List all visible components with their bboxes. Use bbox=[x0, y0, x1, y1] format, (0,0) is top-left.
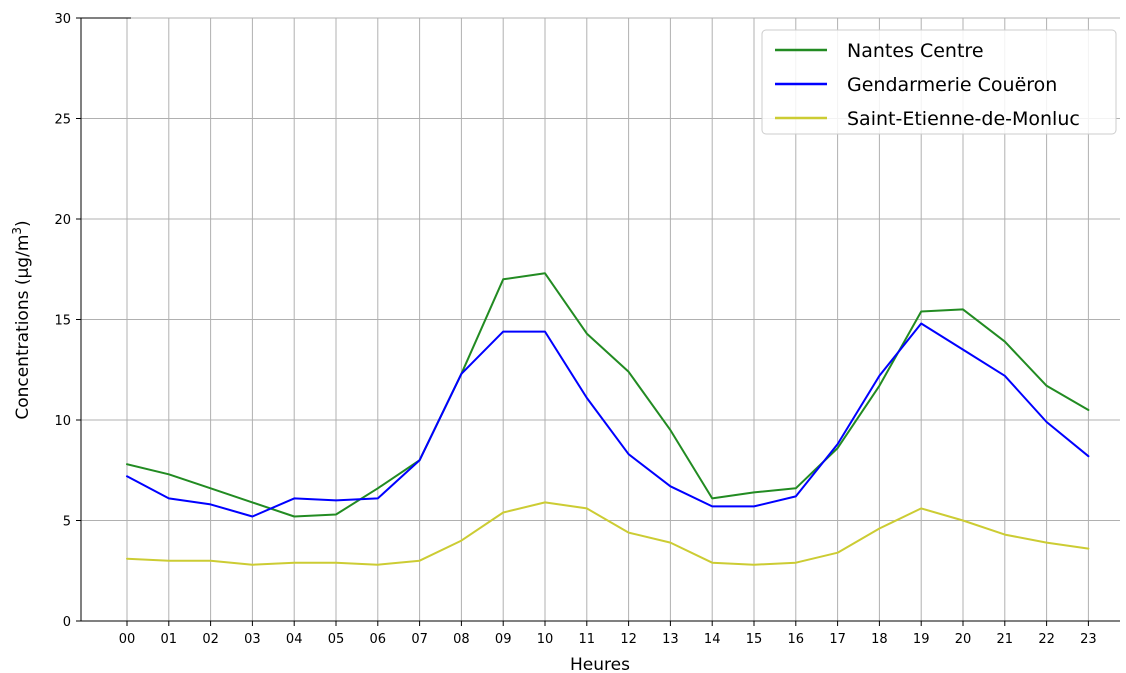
y-tick-label: 30 bbox=[54, 12, 71, 27]
x-ticks: 00 01 02 03 04 05 06 07 08 09 10 11 12 13 14 15 16 17 18 19… bbox=[119, 621, 1097, 647]
x-tick-label: 05 bbox=[328, 632, 345, 647]
y-axis-title-close: ) bbox=[13, 220, 33, 227]
y-axis-title: Concentrations (µg/m3) bbox=[10, 220, 33, 419]
x-tick-label: 08 bbox=[453, 632, 470, 647]
x-tick-label: 02 bbox=[202, 632, 219, 647]
x-tick-label: 12 bbox=[620, 632, 637, 647]
x-tick-label: 21 bbox=[997, 632, 1014, 647]
x-tick-label: 13 bbox=[662, 632, 679, 647]
x-tick-label: 20 bbox=[955, 632, 972, 647]
y-tick-label: 10 bbox=[54, 414, 71, 429]
legend-label-3: Saint-Etienne-de-Monluc bbox=[847, 108, 1080, 130]
y-axis-title-main: Concentrations (µg/m bbox=[13, 235, 33, 420]
x-tick-label: 01 bbox=[161, 632, 178, 647]
series-lines bbox=[126, 272, 1090, 566]
x-tick-label: 10 bbox=[537, 632, 554, 647]
x-tick-label: 23 bbox=[1080, 632, 1097, 647]
x-tick-label: 03 bbox=[244, 632, 261, 647]
legend-box bbox=[761, 29, 1117, 135]
series-line-2 bbox=[126, 322, 1090, 518]
x-tick-label: 16 bbox=[788, 632, 805, 647]
y-tick-label: 20 bbox=[54, 213, 71, 228]
x-tick-label: 22 bbox=[1038, 632, 1055, 647]
x-tick-label: 06 bbox=[370, 632, 387, 647]
x-tick-label: 17 bbox=[829, 632, 846, 647]
x-tick-label: 07 bbox=[411, 632, 428, 647]
x-tick-label: 00 bbox=[119, 632, 136, 647]
x-axis-title: Heures bbox=[570, 655, 630, 673]
grid bbox=[81, 17, 1120, 622]
series-line-3 bbox=[126, 501, 1090, 566]
x-tick-label: 15 bbox=[746, 632, 763, 647]
x-tick-label: 19 bbox=[913, 632, 930, 647]
y-tick-label: 25 bbox=[54, 113, 71, 128]
series-line-1 bbox=[126, 272, 1090, 518]
y-tick-label: 0 bbox=[63, 615, 71, 630]
y-ticks: 0 5 10 15 20 25 30 bbox=[54, 12, 81, 630]
legend: Nantes Centre Gendarmerie Couëron Saint-Et… bbox=[761, 29, 1117, 135]
x-tick-label: 18 bbox=[871, 632, 888, 647]
y-tick-label: 5 bbox=[63, 515, 71, 530]
legend-label-1: Nantes Centre bbox=[847, 40, 984, 62]
x-tick-label: 14 bbox=[704, 632, 721, 647]
x-tick-label: 09 bbox=[495, 632, 512, 647]
legend-label-2: Gendarmerie Couëron bbox=[847, 74, 1057, 96]
x-tick-label: 04 bbox=[286, 632, 303, 647]
x-tick-label: 11 bbox=[579, 632, 596, 647]
y-tick-label: 15 bbox=[54, 314, 71, 329]
y-axis-title-sup: 3 bbox=[10, 227, 24, 235]
